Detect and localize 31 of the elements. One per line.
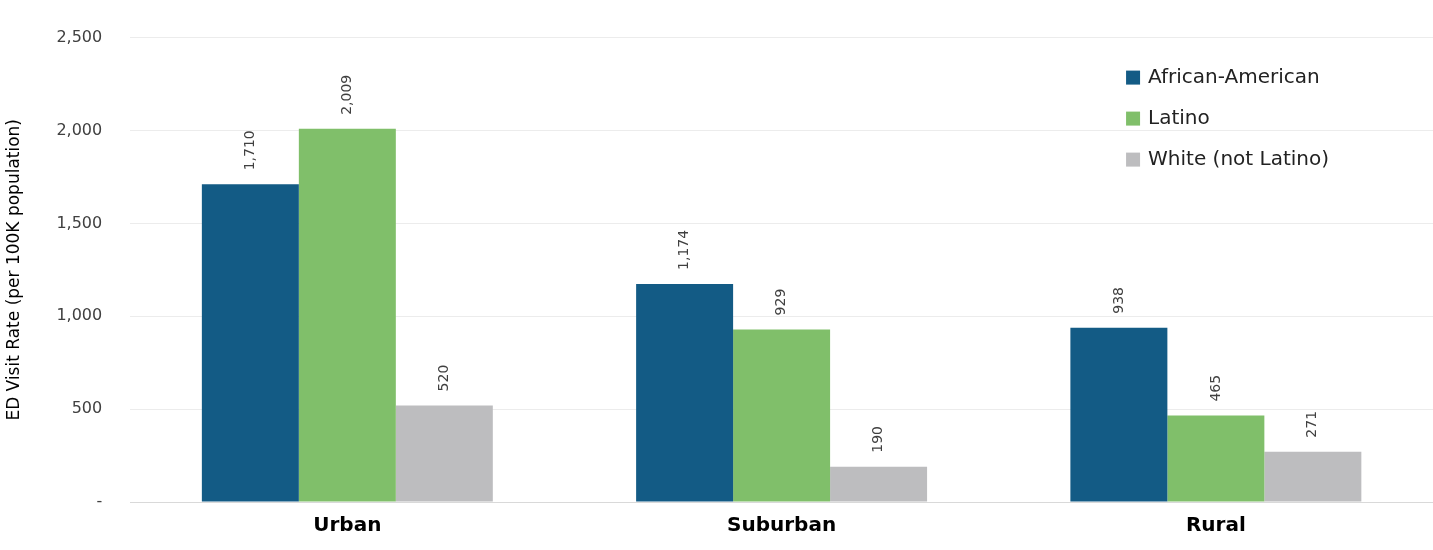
y-tick-label: - bbox=[96, 491, 103, 511]
data-label: 938 bbox=[1109, 287, 1126, 314]
data-label: 520 bbox=[434, 364, 451, 392]
bar bbox=[733, 329, 831, 502]
bar bbox=[201, 184, 299, 502]
y-tick-label: 2,000 bbox=[56, 119, 103, 139]
data-label: 190 bbox=[869, 425, 886, 453]
data-label: 1,174 bbox=[675, 229, 692, 270]
x-tick-label: Rural bbox=[1185, 512, 1246, 537]
bar bbox=[1070, 327, 1168, 502]
y-tick-label: 1,000 bbox=[56, 305, 103, 325]
y-tick-label: 500 bbox=[71, 398, 103, 418]
y-axis-title: ED Visit Rate (per 100K population) bbox=[2, 118, 23, 421]
bar bbox=[298, 128, 396, 502]
data-label: 2,009 bbox=[337, 74, 354, 115]
x-tick-label: Urban bbox=[313, 512, 382, 537]
bar bbox=[1264, 451, 1362, 502]
y-tick-label: 2,500 bbox=[56, 26, 103, 46]
data-label: 1,710 bbox=[240, 130, 257, 171]
y-tick-label: 1,500 bbox=[56, 212, 103, 232]
legend-label: African-American bbox=[1148, 63, 1320, 88]
data-label: 271 bbox=[1303, 410, 1320, 438]
legend-label: White (not Latino) bbox=[1148, 145, 1329, 170]
x-tick-label: Suburban bbox=[727, 512, 837, 537]
bar bbox=[830, 466, 928, 502]
bar bbox=[1167, 415, 1265, 502]
data-label: 465 bbox=[1206, 374, 1223, 402]
bar bbox=[395, 405, 493, 502]
legend-label: Latino bbox=[1148, 104, 1210, 129]
data-label: 929 bbox=[772, 288, 789, 316]
bar bbox=[636, 283, 734, 502]
